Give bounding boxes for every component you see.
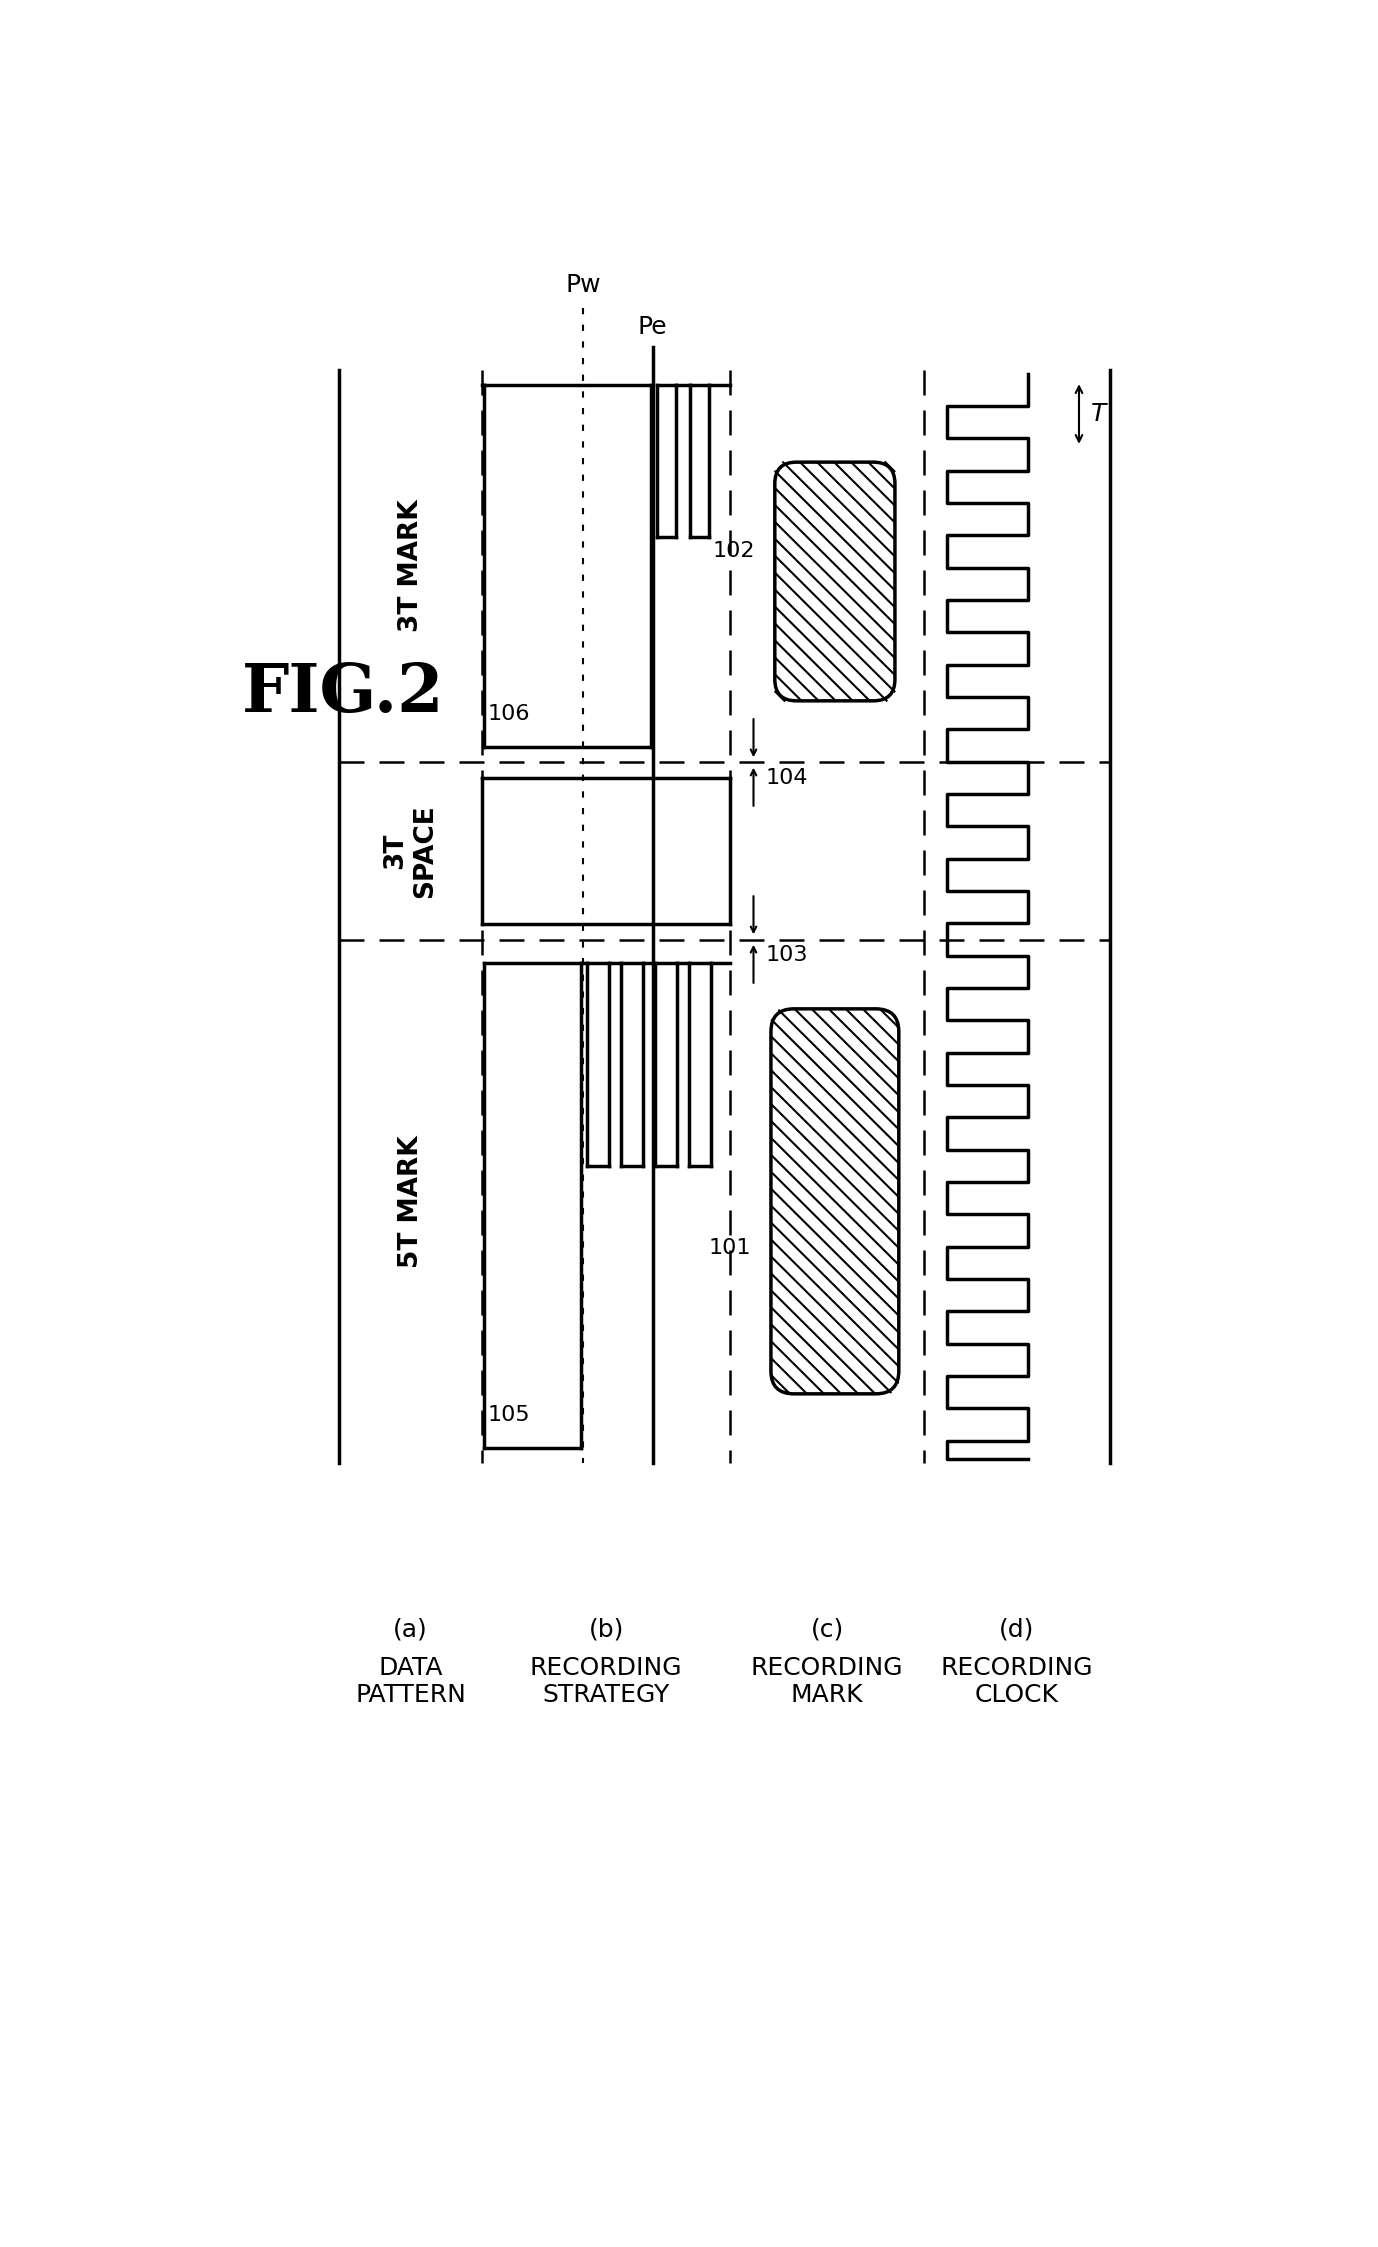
Text: (d): (d): [999, 1618, 1035, 1640]
Text: 5T MARK: 5T MARK: [398, 1135, 423, 1267]
Text: T: T: [1090, 402, 1107, 427]
Text: (b): (b): [588, 1618, 624, 1640]
Text: RECORDING
MARK: RECORDING MARK: [751, 1656, 904, 1708]
Text: RECORDING
CLOCK: RECORDING CLOCK: [941, 1656, 1093, 1708]
Text: 101: 101: [708, 1238, 751, 1258]
Text: 105: 105: [488, 1404, 531, 1425]
Text: 3T MARK: 3T MARK: [398, 499, 423, 631]
Text: 103: 103: [765, 946, 808, 964]
Text: 3T
SPACE: 3T SPACE: [383, 804, 438, 899]
Text: 106: 106: [488, 703, 531, 724]
Text: Pe: Pe: [638, 315, 667, 339]
Text: (a): (a): [393, 1618, 429, 1640]
Text: (c): (c): [810, 1618, 843, 1640]
Text: 102: 102: [712, 542, 755, 562]
Text: RECORDING
STRATEGY: RECORDING STRATEGY: [531, 1656, 682, 1708]
Text: Pw: Pw: [565, 272, 601, 297]
Text: DATA
PATTERN: DATA PATTERN: [356, 1656, 466, 1708]
Text: FIG.2: FIG.2: [243, 661, 445, 726]
Text: 104: 104: [765, 768, 808, 789]
